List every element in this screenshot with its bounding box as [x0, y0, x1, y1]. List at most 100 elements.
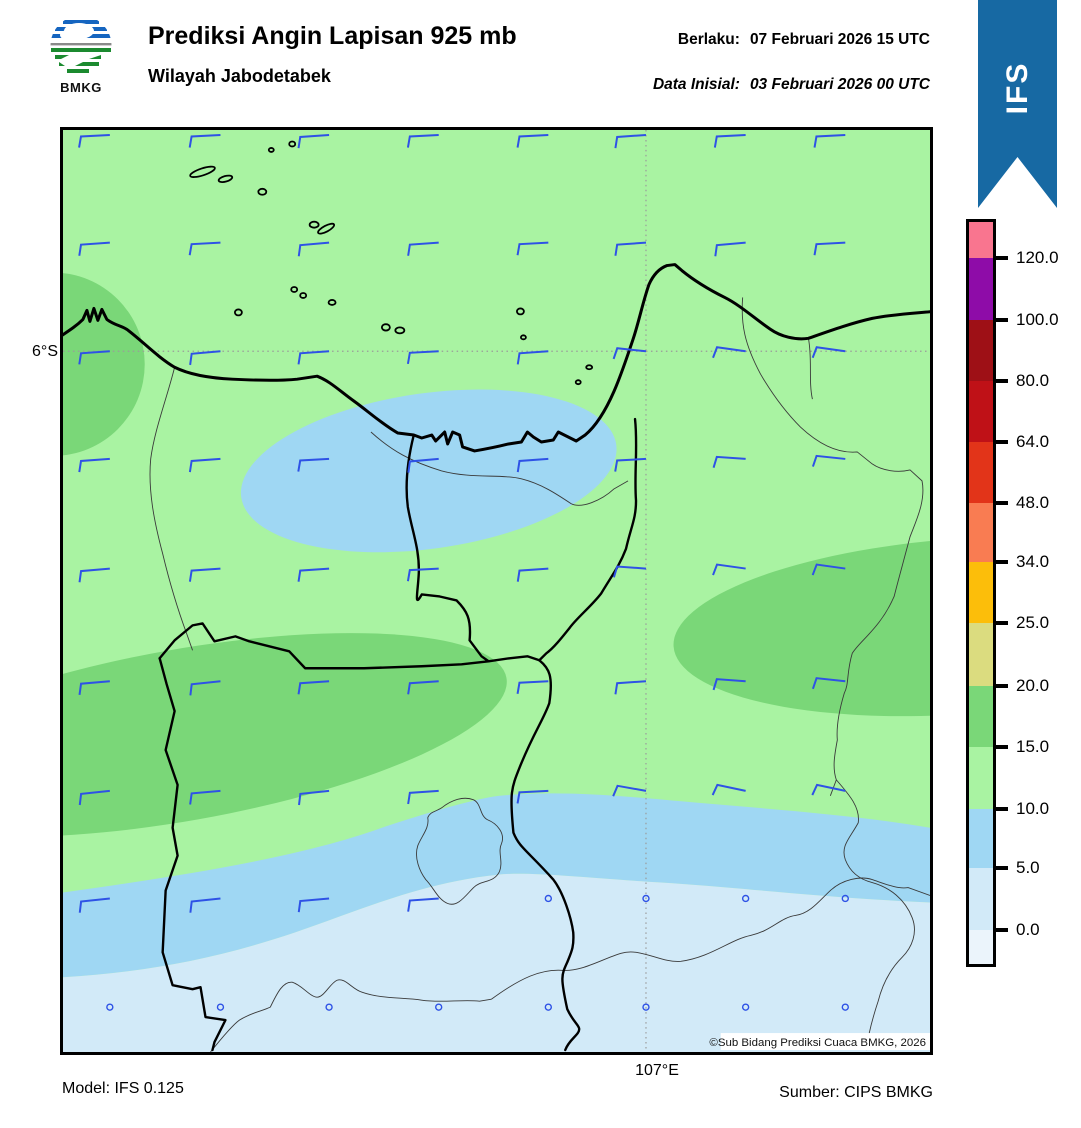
legend-segment: [969, 747, 993, 809]
legend-tickmark: [993, 621, 1008, 625]
wind-barb: [712, 346, 746, 359]
wind-barb: [297, 897, 330, 913]
calm-wind-circle: [741, 1003, 750, 1011]
bmkg-logo: BMKG: [46, 14, 116, 95]
wind-barb: [297, 680, 330, 695]
province-boundaries: [158, 417, 638, 1052]
initial-datetime: Data Inisial: 03 Februari 2026 00 UTC: [653, 76, 930, 94]
wind-barb: [297, 567, 330, 582]
legend-segment: [969, 809, 993, 868]
wind-barb: [813, 241, 846, 256]
validity-datetime: Berlaku: 07 Februari 2026 15 UTC: [678, 31, 930, 49]
wind-barb: [714, 241, 746, 257]
wind-barb: [407, 680, 439, 695]
wind-barb: [78, 789, 110, 806]
wind-map-canvas: ©Sub Bidang Prediksi Cuaca BMKG, 2026: [63, 130, 930, 1052]
wind-barb: [78, 350, 110, 365]
model-ribbon-label: IFS: [1000, 61, 1034, 115]
calm-wind-circle: [325, 1003, 333, 1011]
model-label: Model: IFS 0.125: [62, 1080, 184, 1097]
wind-barb: [407, 457, 439, 473]
wind-barb: [711, 783, 746, 796]
graticule: [63, 130, 930, 1052]
fill-speed-5-10-band: [63, 793, 930, 978]
initial-label: Data Inisial:: [652, 76, 740, 93]
legend-tickmark: [993, 684, 1008, 688]
legend-tick-label: 64.0: [1016, 432, 1050, 451]
wind-barb: [614, 133, 647, 149]
calm-wind-circle: [544, 1003, 553, 1011]
legend-segment: [969, 442, 993, 503]
wind-barb: [188, 457, 221, 473]
wind-barb: [712, 455, 746, 468]
legend-tick-label: 5.0: [1016, 858, 1040, 877]
legend-tickmark: [993, 501, 1008, 505]
legend-segment: [969, 258, 993, 320]
legend-segment: [969, 381, 993, 442]
wind-barb: [189, 789, 221, 805]
wind-barb: [516, 350, 549, 365]
coastline: [63, 263, 930, 453]
legend-tickmark: [993, 745, 1008, 749]
copyright-strip: ©Sub Bidang Prediksi Cuaca BMKG, 2026: [709, 1033, 930, 1051]
wind-barb: [298, 789, 330, 806]
islands: [189, 140, 594, 386]
legend-segment: [969, 222, 993, 258]
legend-tickmark: [993, 928, 1008, 932]
legend-segment: [969, 686, 993, 747]
wind-barb: [297, 350, 330, 365]
legend-colorbar: [966, 219, 996, 967]
wind-barb: [188, 567, 221, 582]
copyright-text: ©Sub Bidang Prediksi Cuaca BMKG, 2026: [709, 1037, 926, 1049]
model-ribbon: IFS: [978, 0, 1057, 208]
legend-tick-label: 48.0: [1016, 493, 1050, 512]
legend-tick-label: 0.0: [1016, 920, 1040, 939]
wind-barb: [407, 789, 439, 805]
legend-tick-label: 80.0: [1016, 371, 1050, 390]
wind-barb: [614, 457, 647, 472]
legend-tick-label: 10.0: [1016, 799, 1050, 818]
bmkg-logo-icon: [49, 14, 113, 78]
wind-barb: [516, 680, 549, 694]
wind-map: ©Sub Bidang Prediksi Cuaca BMKG, 2026: [60, 127, 933, 1055]
page-title: Prediksi Angin Lapisan 925 mb: [148, 22, 517, 50]
legend-tick-label: 25.0: [1016, 613, 1050, 632]
wind-barb: [297, 457, 330, 472]
wind-barb: [614, 241, 647, 256]
legend-tick-label: 100.0: [1016, 310, 1059, 329]
calm-wind-circle: [841, 1003, 849, 1011]
legend-tickmark: [993, 807, 1008, 811]
legend-tickmark: [993, 318, 1008, 322]
legend-tick-label: 15.0: [1016, 737, 1050, 756]
wind-barb: [189, 350, 221, 366]
source-label: Sumber: CIPS BMKG: [779, 1084, 933, 1101]
wind-barb: [614, 680, 647, 695]
calm-wind-circle: [106, 1003, 114, 1011]
page-subtitle: Wilayah Jabodetabek: [148, 66, 331, 86]
wind-barb: [188, 241, 221, 256]
calm-wind-circle: [642, 1003, 650, 1011]
legend-segment: [969, 503, 993, 562]
fill-speed-0-5: [63, 873, 930, 1052]
wind-barb: [297, 133, 330, 149]
legend-segment: [969, 868, 993, 930]
legend-tickmark: [993, 866, 1008, 870]
wind-barb: [189, 680, 221, 696]
legend-tickmark: [993, 440, 1008, 444]
legend-segment: [969, 623, 993, 686]
legend-tick-label: 20.0: [1016, 676, 1050, 695]
wind-barb: [811, 346, 846, 359]
wind-barb: [189, 897, 221, 913]
wind-barb: [407, 897, 439, 912]
bmkg-logo-text: BMKG: [60, 80, 102, 95]
wind-barb: [712, 678, 746, 691]
calm-wind-circle: [435, 1003, 443, 1011]
legend-segment: [969, 562, 993, 623]
wind-barb: [78, 567, 110, 583]
wind-barb: [516, 133, 549, 148]
wind-barb: [78, 457, 110, 473]
initial-value: 03 Februari 2026 00 UTC: [749, 76, 930, 93]
wind-barb: [612, 784, 647, 797]
legend-tick-label: 120.0: [1016, 248, 1059, 267]
wind-barb: [612, 347, 647, 360]
